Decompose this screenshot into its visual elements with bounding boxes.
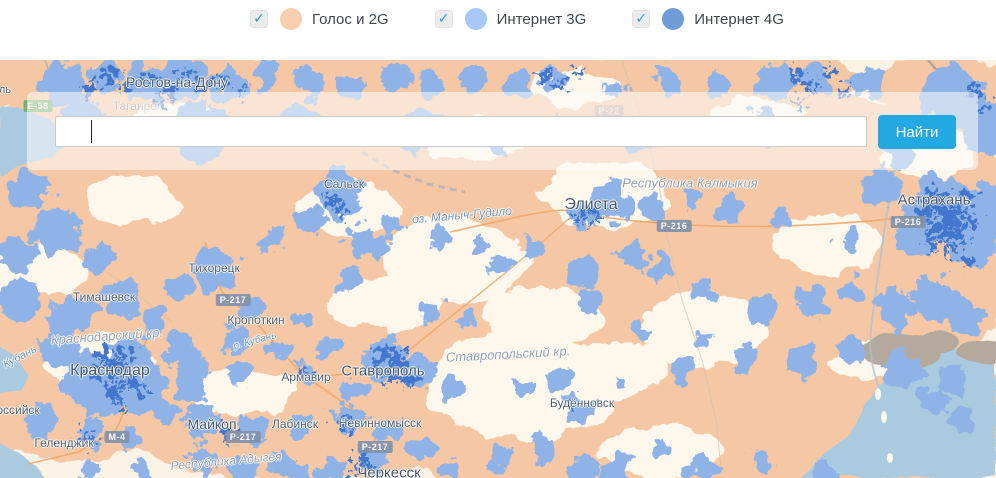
coverage-4g-layer — [83, 66, 991, 475]
legend-item-4g[interactable]: ✓ Интернет 4G — [632, 8, 784, 30]
check-icon: ✓ — [635, 10, 648, 26]
checkbox-4g[interactable]: ✓ — [632, 10, 651, 28]
islands — [875, 388, 893, 463]
search-input[interactable] — [55, 116, 867, 147]
checkbox-2g[interactable]: ✓ — [250, 10, 268, 28]
legend-item-3g[interactable]: ✓ Интернет 3G — [434, 8, 587, 30]
legend-label-3g: Интернет 3G — [496, 10, 587, 28]
map-search-overlay: Найти — [27, 92, 978, 170]
legend-color-3g-icon — [464, 8, 487, 30]
legend-label-4g: Интернет 4G — [694, 10, 784, 28]
search-button[interactable]: Найти — [878, 115, 956, 149]
check-icon: ✓ — [253, 10, 265, 26]
legend-color-4g-icon — [662, 8, 685, 30]
check-icon: ✓ — [437, 10, 450, 26]
text-caret-icon — [91, 120, 92, 143]
coverage-map[interactable]: Ростов-на-ДонуТаганрогСальскЭлистаАстрах… — [0, 60, 996, 478]
legend-item-2g[interactable]: ✓ Голос и 2G — [250, 8, 389, 30]
legend-color-2g-icon — [280, 8, 302, 30]
coverage-legend: ✓ Голос и 2G ✓ Интернет 3G ✓ Интернет 4G — [0, 0, 996, 30]
checkbox-3g[interactable]: ✓ — [434, 10, 453, 28]
legend-bar: ✓ Голос и 2G ✓ Интернет 3G ✓ Интернет 4G — [0, 0, 996, 60]
legend-label-2g: Голос и 2G — [312, 10, 389, 28]
